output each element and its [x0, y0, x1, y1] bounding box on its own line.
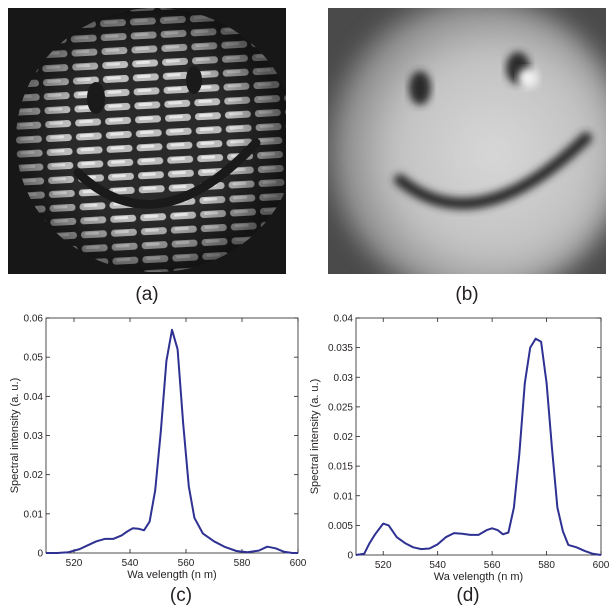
chart-d-xlabel: Wa velength (n m) — [434, 571, 523, 583]
image-b-smiley-blurred — [328, 8, 606, 274]
panel-label-b: (b) — [455, 284, 479, 305]
chart-c-xlabel: Wa velength (n m) — [127, 569, 216, 581]
chart-c-ytick-label: 0.04 — [24, 392, 44, 403]
chart-d-xtick-label: 600 — [593, 560, 610, 571]
chart-d-ylabel: Spectral intensity (a. u.) — [309, 379, 321, 495]
chart-d-ytick-label: 0.02 — [334, 432, 354, 443]
chart-d-xtick-label: 520 — [375, 560, 392, 571]
chart-d-ytick-label: 0.035 — [328, 343, 353, 354]
chart-d-ytick-label: 0.005 — [328, 521, 353, 532]
chart-c-ytick-label: 0.01 — [24, 509, 44, 520]
chart-d-ytick-label: 0.01 — [334, 491, 354, 502]
smiley-striped-illustration — [8, 8, 286, 274]
chart-d-xtick-label: 580 — [538, 560, 555, 571]
chart-d-ytick-label: 0.015 — [328, 462, 353, 473]
chart-c-series-line — [46, 328, 298, 554]
chart-c-xtick-label: 560 — [178, 558, 195, 569]
panel-label-d: (d) — [456, 585, 480, 606]
chart-d-series-line — [355, 337, 602, 556]
image-a-smiley-striped — [8, 8, 286, 274]
chart-c-ytick-label: 0.06 — [24, 314, 44, 325]
chart-c-ytick-label: 0.02 — [24, 470, 44, 481]
chart-c-xtick-label: 520 — [66, 558, 83, 569]
chart-c-xtick-label: 540 — [122, 558, 139, 569]
chart-c-ylabel: Spectral intensity (a. u.) — [9, 378, 21, 494]
chart-c-xtick-label: 600 — [290, 558, 307, 569]
chart-c-ytick-label: 0 — [37, 549, 43, 560]
chart-d-xtick-label: 560 — [484, 560, 501, 571]
chart-c-xtick-label: 580 — [234, 558, 251, 569]
chart-d-ytick-label: 0.04 — [334, 314, 354, 325]
chart-d-axes-frame — [355, 317, 602, 556]
panel-label-a: (a) — [135, 284, 159, 305]
chart-d-xtick-label: 540 — [429, 560, 446, 571]
chart-d-ytick-label: 0 — [347, 551, 353, 562]
smiley-blurred-illustration — [328, 8, 606, 274]
chart-d-ytick-label: 0.025 — [328, 402, 353, 413]
panel-label-c: (c) — [169, 585, 193, 606]
chart-d-ytick-label: 0.03 — [334, 373, 354, 384]
chart-c-ytick-label: 0.05 — [24, 353, 44, 364]
chart-c-ytick-label: 0.03 — [24, 431, 44, 442]
